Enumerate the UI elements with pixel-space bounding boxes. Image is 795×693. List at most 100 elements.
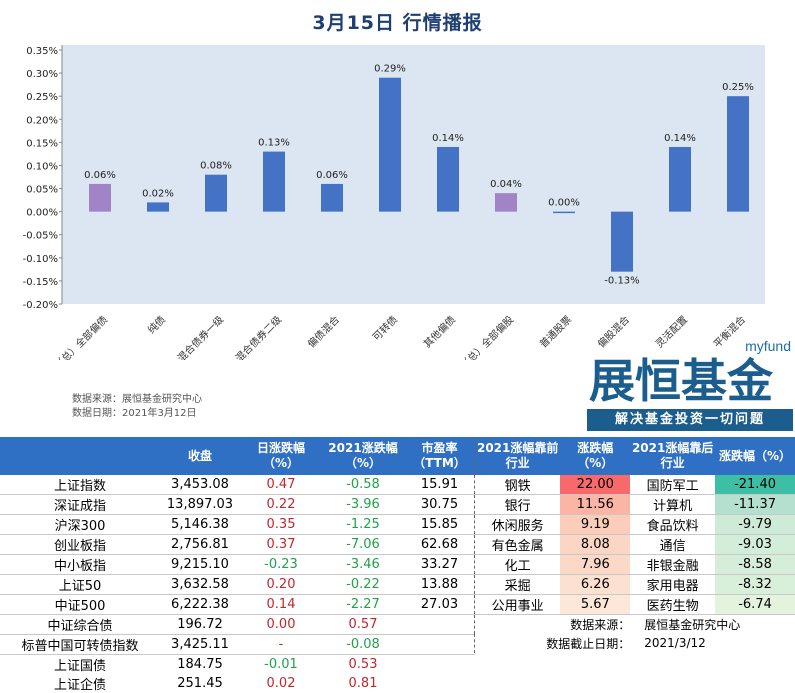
table-cell: 0.35 <box>240 515 322 535</box>
table-cell: 有色金属 <box>475 535 561 555</box>
table-cell: 22.00 <box>560 475 630 495</box>
data-label: 0.29% <box>374 64 406 75</box>
table-cell: 采掘 <box>475 575 561 595</box>
table-cell: 化工 <box>475 555 561 575</box>
table-cell <box>404 655 475 675</box>
source-note-label: 数据来源： <box>475 615 631 634</box>
table-cell: 上证企债 <box>0 674 160 693</box>
table-cell: 0.00 <box>240 615 322 635</box>
table-cell: 医药生物 <box>630 595 715 615</box>
data-label: 0.02% <box>142 188 174 199</box>
table-cell: 0.20 <box>240 575 322 595</box>
table-cell: 251.45 <box>160 674 240 693</box>
table-cell: -0.58 <box>322 475 404 495</box>
data-label: 0.00% <box>548 198 580 209</box>
data-label: 0.14% <box>432 133 464 144</box>
table-cell: 3,453.08 <box>160 475 240 495</box>
table-cell: 中小板指 <box>0 555 160 575</box>
table-cell: 3,632.58 <box>160 575 240 595</box>
table-cell: 6,222.38 <box>160 595 240 615</box>
logo-brand-en: myfund <box>745 338 791 354</box>
chart-source-note: 数据来源：展恒基金研究中心 <box>72 394 202 406</box>
source-note-value: 展恒基金研究中心 <box>630 615 795 634</box>
column-header: 2021涨幅靠前 行业 <box>475 437 561 475</box>
table-cell: 9,215.10 <box>160 555 240 575</box>
y-tick-label: -0.10% <box>23 254 58 265</box>
column-header: 2021涨幅靠后 行业 <box>630 437 715 475</box>
bar <box>147 202 169 211</box>
table-cell: 13.88 <box>404 575 475 595</box>
data-label: 0.06% <box>84 170 116 181</box>
table-cell: 非银金融 <box>630 555 715 575</box>
table-cell <box>404 674 475 693</box>
table-cell: -0.23 <box>240 555 322 575</box>
table-cell: 食品饮料 <box>630 515 715 535</box>
x-tick-label: （总）全部偏债 <box>51 313 110 360</box>
table-cell: 上证国债 <box>0 655 160 675</box>
bar-chart: -0.20%-0.15%-0.10%-0.05%0.00%0.05%0.10%0… <box>0 0 795 360</box>
table-cell: 15.85 <box>404 515 475 535</box>
table-cell: 国防军工 <box>630 475 715 495</box>
y-tick-label: 0.10% <box>26 161 58 172</box>
table-cell: 中证500 <box>0 595 160 615</box>
table-cell: 13,897.03 <box>160 495 240 515</box>
table-cell: 6.26 <box>560 575 630 595</box>
table-cell: 8.08 <box>560 535 630 555</box>
table-cell: 0.14 <box>240 595 322 615</box>
table-cell: -3.96 <box>322 495 404 515</box>
bar <box>553 212 575 214</box>
table-cell: 通信 <box>630 535 715 555</box>
table-cell: -2.27 <box>322 595 404 615</box>
logo-brand-cn: 展恒基金 <box>589 357 773 405</box>
source-note: 数据来源：展恒基金研究中心 <box>475 615 795 634</box>
y-tick-label: -0.05% <box>23 231 58 242</box>
table-cell: 银行 <box>475 495 561 515</box>
table-cell: 62.68 <box>404 535 475 555</box>
table-cell: -0.01 <box>240 655 322 675</box>
bar <box>263 152 285 212</box>
table-cell: 计算机 <box>630 495 715 515</box>
y-tick-label: -0.15% <box>23 277 58 288</box>
x-tick-label: 普通股票 <box>537 313 574 350</box>
bar <box>611 212 633 272</box>
table-cell: 上证指数 <box>0 475 160 495</box>
table-cell: -0.08 <box>322 635 404 655</box>
table-cell: 0.22 <box>240 495 322 515</box>
data-label: 0.14% <box>664 133 696 144</box>
bar <box>495 193 517 211</box>
logo: myfund 展恒基金 解决基金投资一切问题 <box>585 338 795 434</box>
column-header: 日涨跌幅 （%） <box>240 437 322 475</box>
logo-slogan: 解决基金投资一切问题 <box>587 409 793 431</box>
bar <box>205 175 227 212</box>
data-label: 0.08% <box>200 161 232 172</box>
y-tick-label: 0.30% <box>26 69 58 80</box>
data-label: 0.04% <box>490 179 522 190</box>
x-tick-label: 混合债券一级 <box>175 313 227 360</box>
table-cell: 上证50 <box>0 575 160 595</box>
table-cell <box>404 615 475 635</box>
x-tick-label: 可转债 <box>370 313 400 343</box>
y-tick-label: 0.25% <box>26 92 58 103</box>
table-cell: 0.57 <box>322 615 404 635</box>
y-tick-label: -0.20% <box>23 300 58 311</box>
column-header: 市盈率 （TTM） <box>404 437 475 475</box>
y-tick-label: 0.15% <box>26 138 58 149</box>
table-cell: - <box>240 635 322 655</box>
bar <box>437 147 459 212</box>
table-cell: 11.56 <box>560 495 630 515</box>
table-cell: 标普中国可转债指数 <box>0 635 160 655</box>
bar <box>379 78 401 212</box>
table-cell: -9.79 <box>715 515 795 535</box>
table-cell: -8.58 <box>715 555 795 575</box>
x-tick-label: （总）全部偏股 <box>457 313 516 360</box>
column-header: 涨跌幅（%） <box>715 437 795 475</box>
y-tick-label: 0.00% <box>26 208 58 219</box>
date-note-label: 数据截止日期： <box>475 634 631 653</box>
